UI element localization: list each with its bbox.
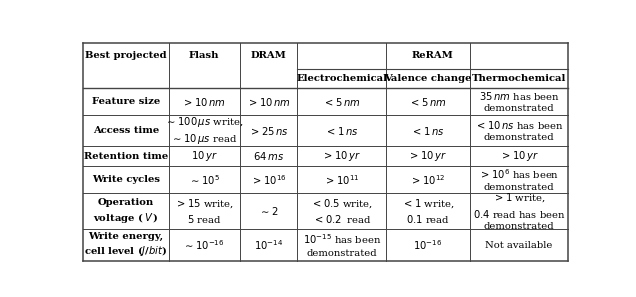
Text: $> 10^{6}$ has been
demonstrated: $> 10^{6}$ has been demonstrated bbox=[479, 167, 559, 192]
Text: $> 25\,\mathit{ns}$: $> 25\,\mathit{ns}$ bbox=[249, 125, 289, 137]
Text: Not available: Not available bbox=[485, 241, 553, 249]
Text: $> 10^{16}$: $> 10^{16}$ bbox=[251, 173, 286, 187]
Text: Flash: Flash bbox=[189, 51, 219, 60]
Text: $> 10\,\mathit{yr}$: $> 10\,\mathit{yr}$ bbox=[408, 149, 448, 163]
Text: Feature size: Feature size bbox=[92, 97, 160, 106]
Text: ${\sim}10^{-16}$: ${\sim}10^{-16}$ bbox=[183, 238, 225, 252]
Text: ${\sim}100\,\mathit{\mu s}$ write,
${\sim}10\,\mathit{\mu s}$ read: ${\sim}100\,\mathit{\mu s}$ write, ${\si… bbox=[165, 115, 244, 146]
Text: $> 1$ write,
$0.4$ read has been
demonstrated: $> 1$ write, $0.4$ read has been demonst… bbox=[473, 192, 565, 231]
Text: ReRAM: ReRAM bbox=[412, 51, 454, 60]
Text: $35\,\mathit{nm}$ has been
demonstrated: $35\,\mathit{nm}$ has been demonstrated bbox=[479, 90, 560, 113]
Text: $< 5\,\mathit{nm}$: $< 5\,\mathit{nm}$ bbox=[409, 96, 447, 108]
Text: $10\,\mathit{yr}$: $10\,\mathit{yr}$ bbox=[191, 149, 218, 163]
Text: Thermochemical: Thermochemical bbox=[472, 74, 566, 83]
Text: $< 0.5$ write,
$< 0.2\;$ read: $< 0.5$ write, $< 0.2\;$ read bbox=[311, 197, 373, 225]
Text: $> 10\,\mathit{yr}$: $> 10\,\mathit{yr}$ bbox=[499, 149, 539, 163]
Text: $64\,\mathit{ms}$: $64\,\mathit{ms}$ bbox=[253, 150, 284, 162]
Text: ${\sim}10^{5}$: ${\sim}10^{5}$ bbox=[189, 173, 219, 187]
Text: Best projected: Best projected bbox=[85, 51, 167, 60]
Text: $> 10\,\mathit{nm}$: $> 10\,\mathit{nm}$ bbox=[247, 96, 291, 108]
Text: $< 1\,\mathit{ns}$: $< 1\,\mathit{ns}$ bbox=[411, 125, 445, 137]
Text: DRAM: DRAM bbox=[251, 51, 286, 60]
Text: $> 10^{11}$: $> 10^{11}$ bbox=[324, 173, 359, 187]
Text: Write energy,
cell level ($\mathit{J}$/$\mathit{bit}$): Write energy, cell level ($\mathit{J}$/$… bbox=[85, 232, 168, 258]
Text: Electrochemical: Electrochemical bbox=[296, 74, 387, 83]
Text: $10^{-15}$ has been
demonstrated: $10^{-15}$ has been demonstrated bbox=[303, 233, 381, 258]
Text: $> 10\,\mathit{yr}$: $> 10\,\mathit{yr}$ bbox=[322, 149, 361, 163]
Text: Valence change: Valence change bbox=[384, 74, 472, 83]
Text: $< 1$ write,
$0.1$ read: $< 1$ write, $0.1$ read bbox=[402, 197, 454, 225]
Text: $< 1\,\mathit{ns}$: $< 1\,\mathit{ns}$ bbox=[325, 125, 359, 137]
Text: Access time: Access time bbox=[93, 126, 159, 135]
Text: ${\sim}2$: ${\sim}2$ bbox=[259, 205, 279, 217]
Text: $< 10\,\mathit{ns}$ has been
demonstrated: $< 10\,\mathit{ns}$ has been demonstrate… bbox=[475, 119, 563, 142]
Text: $> 10^{12}$: $> 10^{12}$ bbox=[410, 173, 446, 187]
Text: $< 5\,\mathit{nm}$: $< 5\,\mathit{nm}$ bbox=[323, 96, 361, 108]
Text: Operation
voltage ( $\mathit{V}$ ): Operation voltage ( $\mathit{V}$ ) bbox=[93, 198, 159, 225]
Text: $> 10\,\mathit{nm}$: $> 10\,\mathit{nm}$ bbox=[182, 96, 226, 108]
Text: $10^{-16}$: $10^{-16}$ bbox=[413, 238, 443, 252]
Text: $10^{-14}$: $10^{-14}$ bbox=[254, 238, 283, 252]
Text: Write cycles: Write cycles bbox=[92, 175, 160, 184]
Text: $> 15$ write,
$5$ read: $> 15$ write, $5$ read bbox=[175, 197, 233, 225]
Text: Retention time: Retention time bbox=[84, 152, 168, 161]
